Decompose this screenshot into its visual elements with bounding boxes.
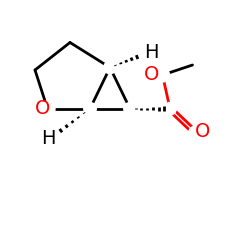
Circle shape [124,102,136,115]
Text: O: O [195,122,210,141]
Circle shape [156,68,170,82]
Circle shape [164,102,176,115]
Text: H: H [41,129,55,148]
Text: O: O [35,99,50,118]
Circle shape [189,126,201,139]
Circle shape [104,61,116,74]
Circle shape [84,102,96,115]
Circle shape [40,101,55,116]
Text: H: H [144,43,158,62]
Text: O: O [144,66,160,84]
